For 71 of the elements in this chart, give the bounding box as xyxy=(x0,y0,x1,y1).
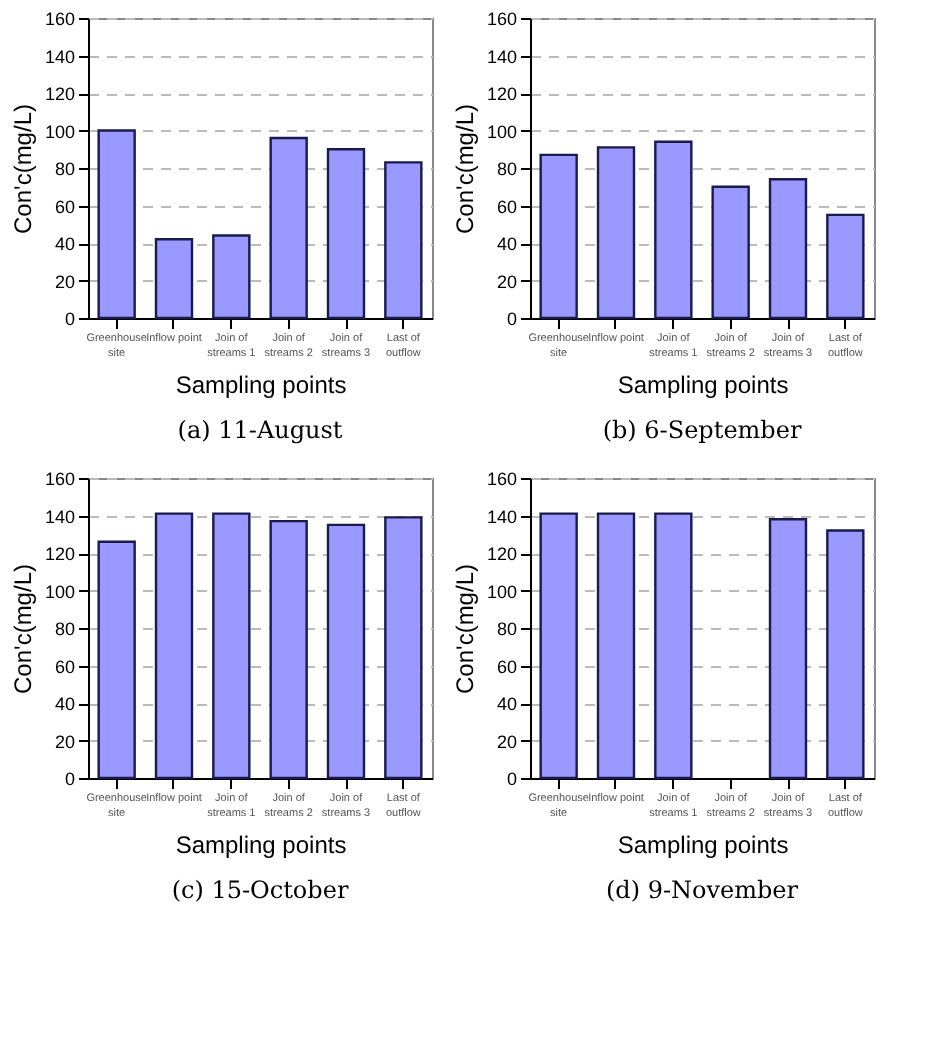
bar xyxy=(768,178,808,320)
bar xyxy=(768,518,808,780)
bar xyxy=(326,523,366,780)
bar xyxy=(154,238,194,320)
y-axis-title: Con'c(mg/L) xyxy=(8,564,37,694)
y-tick-label: 20 xyxy=(54,271,75,292)
y-tick-label: 60 xyxy=(54,656,75,677)
y-tick-label: 20 xyxy=(496,271,517,292)
y-tick-label: 100 xyxy=(486,581,517,602)
y-tick-label: 0 xyxy=(506,769,517,789)
bar xyxy=(539,512,578,780)
y-tick-label: 140 xyxy=(44,506,75,527)
y-tick-label: 0 xyxy=(506,309,517,329)
y-tick-label: 20 xyxy=(496,731,517,752)
y-tick-label: 160 xyxy=(44,469,75,489)
y-tick-label: 60 xyxy=(496,196,517,217)
x-axis-title: Sampling points xyxy=(175,371,347,399)
y-tick-label: 80 xyxy=(54,159,75,179)
y-tick-label: 0 xyxy=(64,309,75,329)
y-axis-title: Con'c(mg/L) xyxy=(450,104,479,234)
text: (c) 15-October xyxy=(171,876,349,904)
bar xyxy=(212,512,251,780)
y-tick-label: 80 xyxy=(496,619,517,639)
bar xyxy=(826,529,865,780)
y-tick-label: 40 xyxy=(496,694,517,714)
y-tick-label: 80 xyxy=(54,619,75,639)
y-tick-label: 60 xyxy=(54,196,75,217)
y-tick-label: 60 xyxy=(496,656,517,677)
y-tick-label: 100 xyxy=(44,581,75,602)
y-tick-label: 140 xyxy=(486,46,517,67)
bar xyxy=(654,512,693,780)
bar xyxy=(711,185,750,320)
y-tick-label: 140 xyxy=(486,506,517,527)
bar xyxy=(97,129,136,320)
y-tick-label: 20 xyxy=(54,731,75,752)
x-axis-title: Sampling points xyxy=(617,371,789,399)
y-axis-title: Con'c(mg/L) xyxy=(8,104,37,234)
bar xyxy=(154,512,194,780)
bar xyxy=(654,140,693,320)
y-tick-label: 40 xyxy=(54,694,75,714)
bar xyxy=(539,153,578,320)
x-axis-title: Sampling points xyxy=(175,831,347,859)
y-tick-label: 120 xyxy=(486,84,517,104)
y-tick-label: 160 xyxy=(44,9,75,29)
y-tick-label: 160 xyxy=(486,9,517,29)
y-tick-label: 120 xyxy=(486,544,517,564)
y-tick-label: 40 xyxy=(496,234,517,254)
bar xyxy=(269,136,308,320)
bar xyxy=(596,146,636,320)
y-tick-label: 120 xyxy=(44,84,75,104)
bar xyxy=(384,516,423,780)
bar xyxy=(269,519,308,780)
y-axis-title: Con'c(mg/L) xyxy=(450,564,479,694)
bar xyxy=(596,512,636,780)
y-tick-label: 160 xyxy=(486,469,517,489)
bar xyxy=(97,540,136,780)
text: (b) 6-September xyxy=(602,416,802,444)
bar xyxy=(326,148,366,320)
y-tick-label: 0 xyxy=(64,769,75,789)
y-tick-label: 140 xyxy=(44,46,75,67)
y-tick-label: 80 xyxy=(496,159,517,179)
bar xyxy=(826,213,865,320)
text: (a) 11-August xyxy=(177,416,343,444)
y-tick-label: 100 xyxy=(44,121,75,142)
y-tick-label: 120 xyxy=(44,544,75,564)
bar xyxy=(384,161,423,320)
y-tick-label: 100 xyxy=(486,121,517,142)
y-tick-label: 40 xyxy=(54,234,75,254)
x-axis-title: Sampling points xyxy=(617,831,789,859)
text: (d) 9-November xyxy=(605,876,799,904)
bar xyxy=(212,234,251,320)
